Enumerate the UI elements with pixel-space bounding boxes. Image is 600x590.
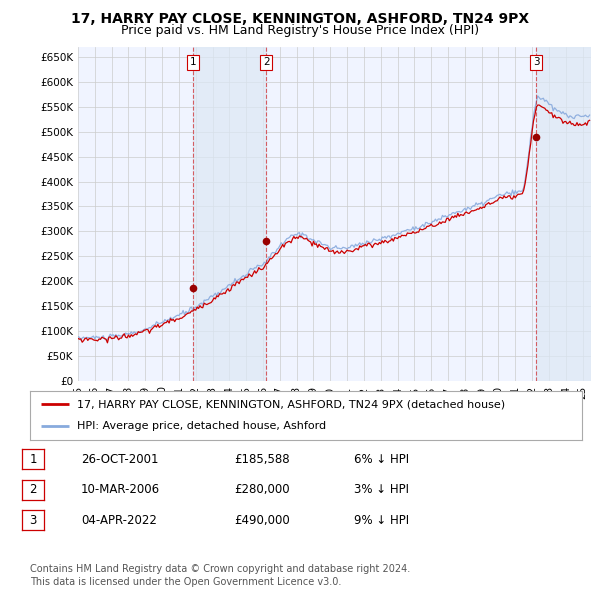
Text: 9% ↓ HPI: 9% ↓ HPI — [354, 514, 409, 527]
Text: £280,000: £280,000 — [234, 483, 290, 496]
Bar — [193, 47, 266, 381]
Text: 3: 3 — [29, 514, 37, 527]
Text: £490,000: £490,000 — [234, 514, 290, 527]
Text: 04-APR-2022: 04-APR-2022 — [81, 514, 157, 527]
Text: 1: 1 — [190, 57, 196, 67]
Text: 26-OCT-2001: 26-OCT-2001 — [81, 453, 158, 466]
Text: £185,588: £185,588 — [234, 453, 290, 466]
Text: Price paid vs. HM Land Registry's House Price Index (HPI): Price paid vs. HM Land Registry's House … — [121, 24, 479, 37]
Text: 17, HARRY PAY CLOSE, KENNINGTON, ASHFORD, TN24 9PX (detached house): 17, HARRY PAY CLOSE, KENNINGTON, ASHFORD… — [77, 399, 505, 409]
Text: 2: 2 — [29, 483, 37, 496]
Text: 1: 1 — [29, 453, 37, 466]
Text: 6% ↓ HPI: 6% ↓ HPI — [354, 453, 409, 466]
Text: HPI: Average price, detached house, Ashford: HPI: Average price, detached house, Ashf… — [77, 421, 326, 431]
Text: 2: 2 — [263, 57, 269, 67]
Text: 10-MAR-2006: 10-MAR-2006 — [81, 483, 160, 496]
Text: 17, HARRY PAY CLOSE, KENNINGTON, ASHFORD, TN24 9PX: 17, HARRY PAY CLOSE, KENNINGTON, ASHFORD… — [71, 12, 529, 26]
Text: Contains HM Land Registry data © Crown copyright and database right 2024.
This d: Contains HM Land Registry data © Crown c… — [30, 564, 410, 587]
Text: 3% ↓ HPI: 3% ↓ HPI — [354, 483, 409, 496]
Bar — [536, 47, 591, 381]
Text: 3: 3 — [533, 57, 539, 67]
